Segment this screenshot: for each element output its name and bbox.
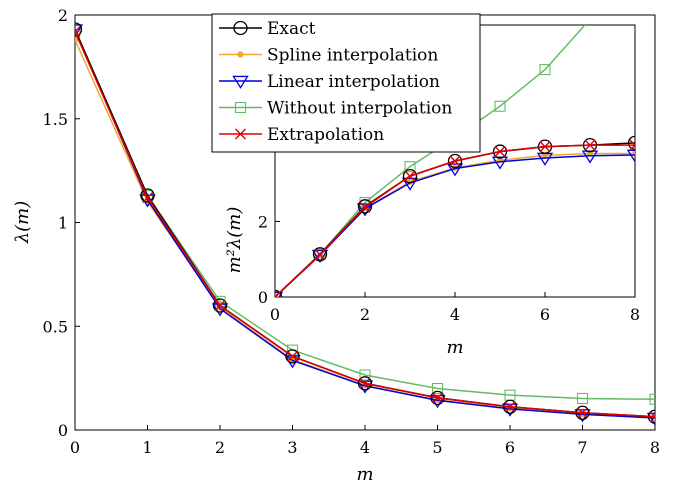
inset-point-extrapolation [449,155,461,167]
legend-item-extrapolation: Extrapolation [219,125,384,145]
inset-point-linear-interpolation [401,177,419,191]
legend: Exact Spline interpolation Linear interpol… [211,13,481,153]
inset-point-without-interpolation [539,64,551,76]
inset-x-tick-label: 6 [540,305,550,324]
inset-point-exact [312,247,328,262]
main-point-extrapolation [287,350,298,362]
legend-items: Exact Spline interpolation Linear interpol… [219,19,452,145]
legend-label: Without interpolation [267,99,452,119]
legend-item-linear-interpolation: Linear interpolation [219,72,440,92]
main-point-exact [285,349,300,364]
main-point-extrapolation [142,192,153,204]
main-series-extrapolation [75,26,655,423]
main-point-extrapolation [75,26,81,38]
main-x-tick-label: 6 [505,438,515,457]
main-x-tick-label: 1 [142,438,152,457]
main-series [75,22,655,426]
inset-point-exact [627,135,635,151]
main-point-extrapolation [359,377,371,389]
inset-point-linear-interpolation [311,249,329,263]
inset-x-ticks: 0 2 4 6 8 [270,292,640,324]
main-point-extrapolation [214,300,226,311]
main-x-tick-label: 0 [70,438,80,457]
legend-item-without-interpolation: Without interpolation [219,99,452,119]
legend-swatch-marker [235,128,246,140]
inset-y-tick-label: 0 [258,288,268,307]
main-point-without-interpolation [359,369,371,381]
main-x-ticks: 0 1 2 3 4 5 6 7 8 [70,425,660,457]
main-y-tick-label: 1 [58,214,68,233]
legend-swatch-marker [233,20,248,36]
inset-series-extrapolation [275,139,635,297]
main-x-tick-label: 2 [215,438,225,457]
inset-point-extrapolation [404,170,416,182]
main-point-exact [212,298,228,313]
main-y-tick-label: 2 [58,6,68,25]
inset-point-extrapolation [314,249,326,261]
inset-x-tick-label: 2 [360,305,370,324]
main-line-linear-interpolation [75,29,655,419]
inset-x-tick-label: 0 [270,305,280,324]
inset-point-exact [402,168,418,184]
legend-item-exact: Exact [219,19,316,39]
main-point-exact [430,390,445,405]
legend-label: Exact [267,19,316,39]
inset-point-extrapolation [539,141,551,153]
legend-swatch-marker [234,101,247,114]
main-x-tick-label: 8 [650,438,660,457]
main-point-exact [140,188,155,203]
main-y-ticks: 0 0.5 1 1.5 2 [43,6,80,440]
inset-point-extrapolation [629,139,635,151]
legend-swatch-marker [232,75,249,89]
legend-label: Spline interpolation [267,46,438,66]
inset-x-tick-label: 8 [630,305,640,324]
main-x-axis-label: m [356,464,373,485]
main-point-exact [357,376,373,391]
main-y-axis-label: λ(m) [12,201,33,245]
main-point-extrapolation [432,392,443,404]
main-x-tick-label: 4 [360,438,370,457]
main-point-linear-interpolation [646,412,655,426]
inset-point-extrapolation [584,139,596,151]
main-point-extrapolation [577,407,588,419]
main-point-extrapolation [649,411,655,423]
main-point-spline-interpolation [75,36,79,43]
main-x-tick-label: 7 [577,438,587,457]
inset-point-linear-interpolation [491,156,509,170]
main-point-without-interpolation [75,23,81,36]
main-point-linear-interpolation [75,24,84,38]
inset-point-exact [447,153,463,169]
inset-point-extrapolation [359,201,371,213]
legend-label: Extrapolation [267,125,384,145]
main-x-tick-label: 3 [287,438,297,457]
main-point-without-interpolation [286,344,299,356]
inset-point-without-interpolation [494,100,506,112]
inset-y-tick-label: 2 [258,212,268,231]
legend-swatch-marker [237,51,244,58]
legend-item-spline-interpolation: Spline interpolation [219,46,438,66]
main-point-without-interpolation [576,392,589,405]
inset-point-without-interpolation [404,161,416,173]
inset-point-exact [357,199,373,214]
main-point-exact [75,22,83,37]
inset-point-extrapolation [275,291,281,297]
inset-y-axis-label: m²λ(m) [224,207,245,274]
main-point-without-interpolation [431,382,444,395]
legend-label: Linear interpolation [267,72,440,92]
inset-x-tick-label: 4 [450,305,460,324]
main-point-without-interpolation [649,393,655,405]
legend-box [211,13,481,153]
main-y-tick-label: 0 [58,421,68,440]
inset-x-axis-label: m [446,337,463,358]
main-x-tick-label: 5 [432,438,442,457]
inset-point-extrapolation [494,146,506,158]
main-point-extrapolation [504,401,516,413]
main-y-tick-label: 1.5 [43,110,68,129]
inset-point-linear-interpolation [446,163,464,177]
main-y-tick-label: 0.5 [43,317,68,336]
inset-point-linear-interpolation [626,149,635,163]
